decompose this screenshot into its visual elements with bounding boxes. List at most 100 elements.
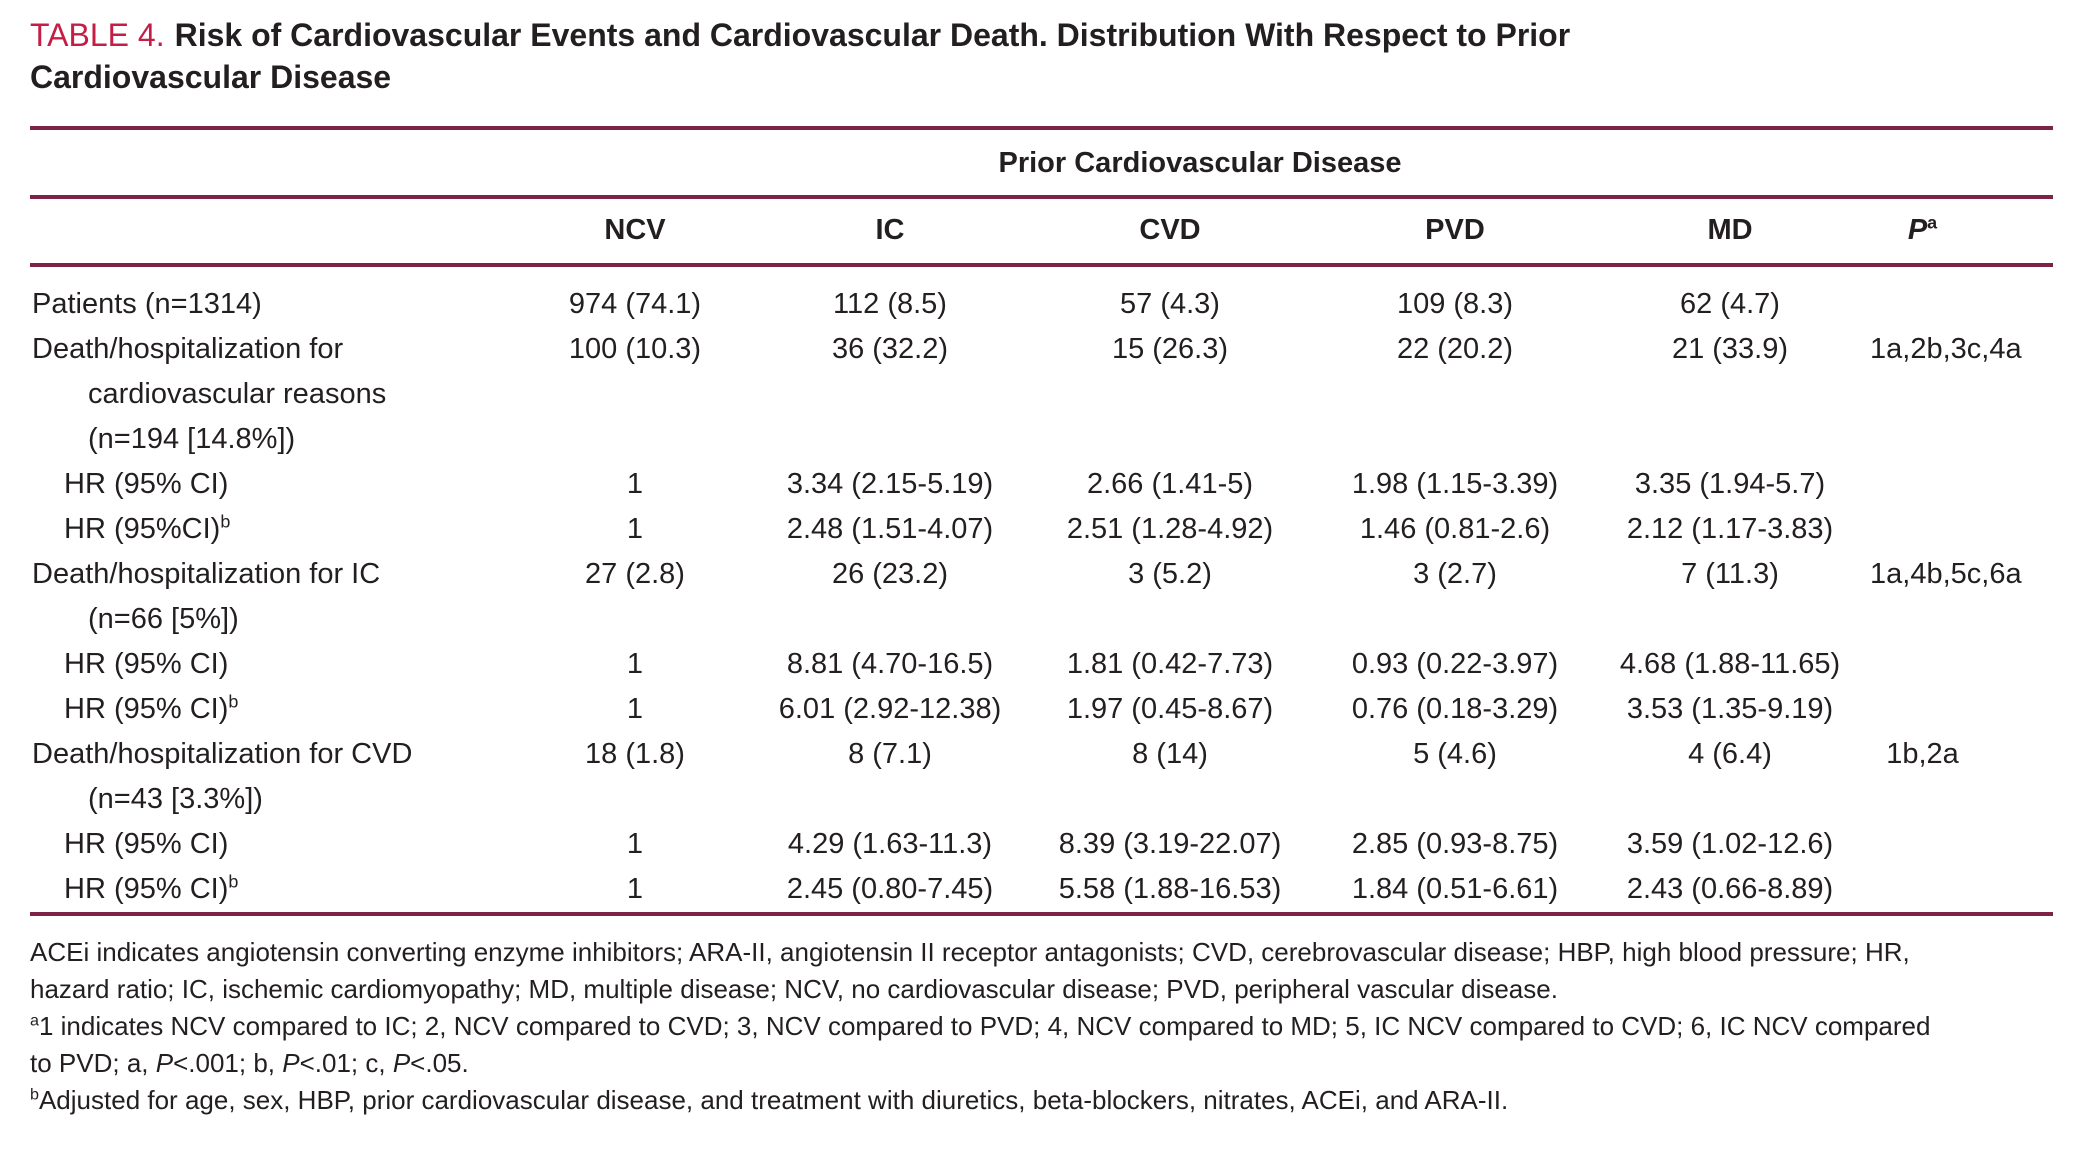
table-cell: 27 (2.8) <box>585 558 685 590</box>
table-cell: 18 (1.8) <box>585 738 685 770</box>
row-label-text: Death/hospitalization for CVD <box>32 738 413 770</box>
table-row: Death/hospitalization for IC (n=66 [5%]) 2… <box>30 552 2053 642</box>
top-rule <box>30 126 2053 130</box>
row-label-line: HR (95% CI)b <box>30 867 510 912</box>
table-cell: 4.29 (1.63-11.3) <box>787 828 993 860</box>
row-label-text: (n=43 [3.3%]) <box>88 783 263 815</box>
footnote-segment: hazard ratio; IC, ischemic cardiomyopath… <box>30 974 1558 1004</box>
p-value-cell: 1b,2a <box>1886 738 1959 770</box>
footnote-segment: b <box>30 1085 39 1104</box>
table-cell: 3.35 (1.94-5.7) <box>1634 468 1826 500</box>
table-cell: 8 (7.1) <box>848 738 932 770</box>
table-cell: 15 (26.3) <box>1111 333 1229 365</box>
table-row: HR (95%CI)b 1 2.48 (1.51-4.07) 2.51 (1.28-4… <box>30 507 2053 552</box>
table-cell: 4 (6.4) <box>1688 738 1772 770</box>
row-label-text: (n=194 [14.8%]) <box>88 423 296 455</box>
table-cell: 1.81 (0.42-7.73) <box>1066 648 1274 680</box>
row-label-line: HR (95%CI)b <box>30 507 510 552</box>
footnote-segment: Adjusted for age, sex, HBP, prior cardio… <box>38 1085 1509 1115</box>
table-cell: 3.34 (2.15-5.19) <box>786 468 994 500</box>
p-column-header: Pa <box>1870 199 2053 265</box>
table-cell: 62 (4.7) <box>1680 288 1780 320</box>
table-cell: 8.81 (4.70-16.5) <box>786 648 994 680</box>
table-cell: 3.53 (1.35-9.19) <box>1626 693 1834 725</box>
table-body: Patients (n=1314) 974 (74.1) 112 (8.5) 57 (… <box>30 265 2053 914</box>
table-cell: 57 (4.3) <box>1120 288 1220 320</box>
row-label: HR (95% CI) <box>30 462 510 507</box>
table-cell: 5 (4.6) <box>1413 738 1497 770</box>
row-label-text: (n=66 [5%]) <box>88 603 239 635</box>
table-number-label: TABLE 4. <box>30 17 165 53</box>
column-header: NCV <box>604 214 666 246</box>
row-label-line: Death/hospitalization for <box>30 327 510 372</box>
table-cell: 3 (5.2) <box>1128 558 1212 590</box>
row-label-line: (n=194 [14.8%]) <box>30 417 510 462</box>
table-cell: 2.85 (0.93-8.75) <box>1351 828 1559 860</box>
table-cell: 1 <box>626 648 644 680</box>
column-header: CVD <box>1139 214 1201 246</box>
p-value-cell <box>1870 822 2053 867</box>
row-label-text: HR (95% CI) <box>64 828 229 860</box>
table-cell: 2.12 (1.17-3.83) <box>1626 513 1834 545</box>
row-label-line: Death/hospitalization for IC <box>30 552 510 597</box>
table-cell: 112 (8.5) <box>833 288 947 320</box>
table-cell: 2.66 (1.41-5) <box>1086 468 1254 500</box>
row-label-text: HR (95% CI) <box>64 468 229 500</box>
table-cell: 2.51 (1.28-4.92) <box>1066 513 1274 545</box>
table-row: HR (95% CI) 1 3.34 (2.15-5.19) 2.66 (1.41-5… <box>30 462 2053 507</box>
footnote-segment: a <box>30 1011 39 1030</box>
table-cell: 100 (10.3) <box>568 333 702 365</box>
table-cell: 2.43 (0.66-8.89) <box>1626 873 1834 905</box>
footnotes: ACEi indicates angiotensin converting en… <box>30 934 2053 1119</box>
row-label-line: Patients (n=1314) <box>30 282 510 327</box>
row-label-text: Patients (n=1314) <box>32 288 262 320</box>
table-cell: 4.68 (1.88-11.65) <box>1619 648 1841 680</box>
footnote-segment: P <box>155 1048 174 1078</box>
row-label-line: (n=66 [5%]) <box>30 597 510 642</box>
table-cell: 3.59 (1.02-12.6) <box>1626 828 1834 860</box>
footnote-segment: <.05. <box>410 1048 469 1078</box>
row-label: HR (95% CI)b <box>30 687 510 732</box>
table-cell: 26 (23.2) <box>831 558 949 590</box>
table-cell: 0.93 (0.22-3.97) <box>1351 648 1559 680</box>
column-header-row: NCV IC CVD PVD MD Pa <box>30 199 2053 265</box>
p-value-cell <box>1870 265 2053 327</box>
footnote-line: hazard ratio; IC, ischemic cardiomyopath… <box>30 971 2053 1008</box>
row-label: HR (95% CI) <box>30 822 510 867</box>
table-cell: 2.45 (0.80-7.45) <box>786 873 994 905</box>
table-cell: 1 <box>626 513 644 545</box>
column-header: PVD <box>1425 214 1485 246</box>
row-label: HR (95%CI)b <box>30 507 510 552</box>
table-title-line1: Risk of Cardiovascular Events and Cardio… <box>174 17 1571 53</box>
row-label-line: HR (95% CI) <box>30 462 510 507</box>
table-cell: 1 <box>626 468 644 500</box>
footnote-segment: <.001; b, <box>173 1048 283 1078</box>
table-cell: 1 <box>626 873 644 905</box>
table-row: HR (95% CI) 1 8.81 (4.70-16.5) 1.81 (0.42-7… <box>30 642 2053 687</box>
row-label-header <box>30 199 510 265</box>
table-cell: 1 <box>626 693 644 725</box>
row-label-text: HR (95% CI) <box>64 648 229 680</box>
table-cell: 2.48 (1.51-4.07) <box>786 513 994 545</box>
column-header: MD <box>1707 214 1753 246</box>
table-cell: 109 (8.3) <box>1396 288 1514 320</box>
table-cell: 8.39 (3.19-22.07) <box>1058 828 1282 860</box>
footnote-segment: P <box>392 1048 411 1078</box>
table-cell: 22 (20.2) <box>1396 333 1514 365</box>
row-label-line: HR (95% CI) <box>30 822 510 867</box>
row-label: Death/hospitalization for CVD (n=43 [3.3%… <box>30 732 510 822</box>
group-header-rule <box>30 195 2053 199</box>
row-label-text: HR (95% CI) <box>64 873 229 905</box>
row-label: Patients (n=1314) <box>30 265 510 327</box>
footnote-line: to PVD; a, P<.001; b, P<.01; c, P<.05. <box>30 1045 2053 1082</box>
row-label: Death/hospitalization for cardiovascular … <box>30 327 510 462</box>
table-cell: 3 (2.7) <box>1413 558 1497 590</box>
row-label-text: Death/hospitalization for IC <box>32 558 381 590</box>
table-row: Death/hospitalization for cardiovascular … <box>30 327 2053 462</box>
footnote-line: a1 indicates NCV compared to IC; 2, NCV … <box>30 1008 2053 1045</box>
footnote-segment: 1 indicates NCV compared to IC; 2, NCV c… <box>38 1011 1931 1041</box>
p-value-cell: 1a,4b,5c,6a <box>1870 558 2022 590</box>
footnote-line: bAdjusted for age, sex, HBP, prior cardi… <box>30 1082 2053 1119</box>
row-label: Death/hospitalization for IC (n=66 [5%]) <box>30 552 510 642</box>
row-label-line: (n=43 [3.3%]) <box>30 777 510 822</box>
